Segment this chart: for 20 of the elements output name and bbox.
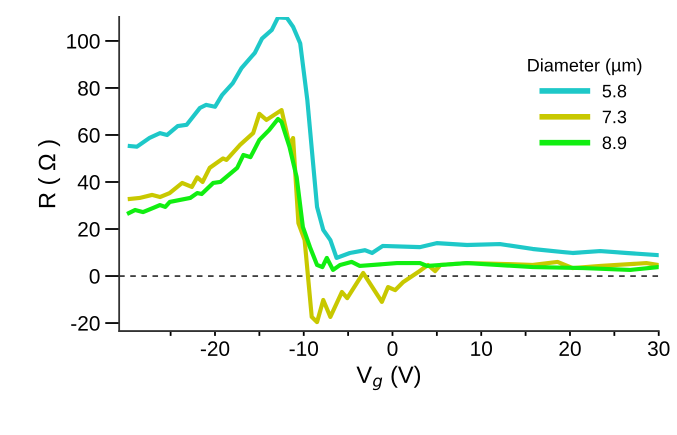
y-tick-label: 0	[90, 269, 100, 284]
y-tick-label: 80	[78, 80, 100, 96]
y-tick-label: 40	[78, 174, 100, 190]
x-tick-label: 20	[559, 341, 581, 356]
legend-title: Diameter (µm)	[528, 58, 642, 76]
y-tick-label: 100	[67, 34, 100, 49]
x-tick-label: 30	[648, 341, 670, 356]
y-tick-label: -20	[71, 316, 100, 331]
legend-label: 5.8	[602, 84, 626, 98]
x-axis-title: V$_{g}$ (V)	[356, 366, 420, 390]
line-series	[128, 16, 659, 260]
x-tick-label: 10	[471, 341, 492, 356]
y-axis-title: R ( Ω )	[38, 140, 60, 208]
legend-label: 7.3	[602, 110, 626, 124]
y-tick-label: 60	[78, 128, 100, 143]
y-tick-label: 20	[78, 222, 100, 237]
legend-label: 8.9	[602, 136, 626, 150]
x-tick-label: -10	[290, 341, 318, 356]
x-tick-label: -20	[200, 341, 230, 356]
x-tick-label: 0	[388, 341, 398, 356]
